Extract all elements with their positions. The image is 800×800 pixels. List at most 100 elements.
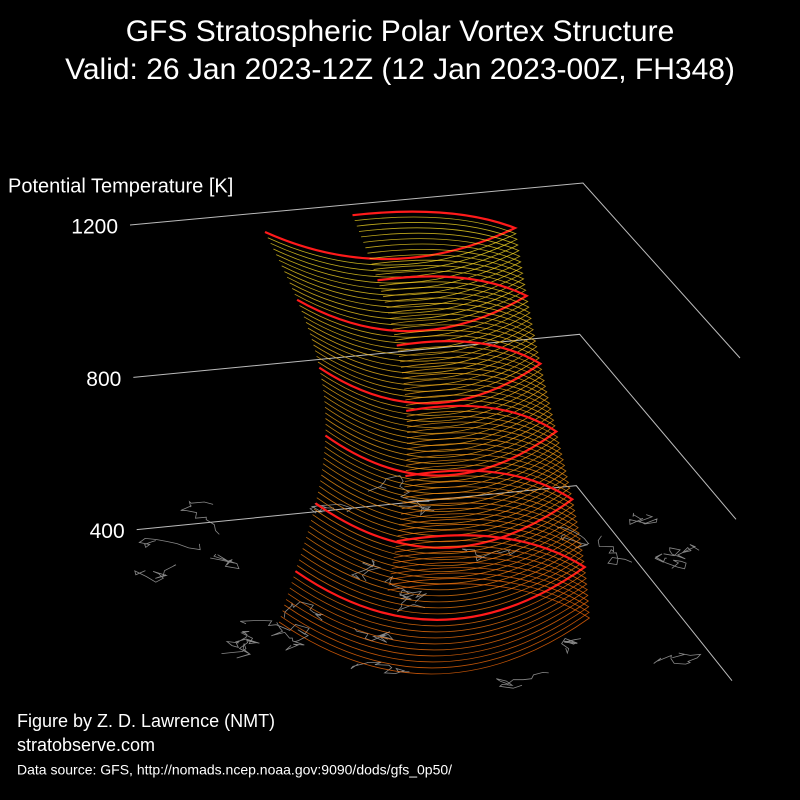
vortex-contour bbox=[299, 281, 529, 338]
coastline bbox=[653, 652, 702, 665]
credit: stratobserve.com bbox=[17, 735, 155, 755]
vortex-contour bbox=[276, 232, 520, 284]
vortex-contour bbox=[304, 507, 581, 591]
vortex-contour bbox=[313, 475, 575, 555]
credit: Figure by Z. D. Lawrence (NMT) bbox=[17, 711, 275, 731]
coastline bbox=[350, 662, 410, 674]
chart-subtitle: Valid: 26 Jan 2023-12Z (12 Jan 2023-00Z,… bbox=[65, 53, 735, 86]
vortex-contour bbox=[321, 443, 567, 518]
z-tick-label: 400 bbox=[90, 520, 125, 543]
coastline bbox=[221, 639, 260, 659]
vortex-contour bbox=[324, 378, 551, 446]
vortex-contour bbox=[270, 222, 518, 272]
vortex-contour bbox=[296, 275, 529, 333]
vortex-contour bbox=[287, 556, 589, 645]
vortex-contour bbox=[317, 335, 540, 398]
vortex-contour bbox=[317, 459, 571, 537]
vortex-contour bbox=[282, 572, 590, 663]
coastline bbox=[240, 620, 310, 643]
vortex-contour bbox=[323, 426, 563, 500]
vortex-contour bbox=[305, 297, 532, 356]
vortex-contour bbox=[289, 259, 525, 314]
grid: 400 800 1200 bbox=[71, 182, 741, 681]
vortex-contour bbox=[286, 254, 524, 308]
coastline bbox=[138, 537, 201, 551]
coastline bbox=[283, 601, 324, 621]
vortex-contour bbox=[293, 540, 587, 627]
vortex-contour bbox=[273, 227, 519, 278]
vortex-contour bbox=[322, 356, 545, 422]
vortex-contour bbox=[324, 373, 549, 440]
vortex-contour bbox=[323, 367, 548, 434]
coastline bbox=[354, 627, 395, 643]
vortex-contour bbox=[316, 329, 539, 392]
vortex-contour bbox=[294, 534, 587, 621]
coastline bbox=[629, 512, 658, 525]
vortex-contour bbox=[292, 265, 526, 320]
vortex-contour bbox=[280, 578, 590, 669]
vortex-contour bbox=[291, 545, 587, 633]
vortex-contour bbox=[325, 383, 552, 452]
grid-line bbox=[136, 485, 733, 681]
coastline bbox=[180, 500, 220, 535]
vortex-contour bbox=[324, 416, 560, 488]
vortex-contour bbox=[312, 480, 576, 561]
vortex-contour bbox=[278, 238, 521, 290]
vortex-contour bbox=[318, 339, 543, 405]
coastline bbox=[210, 553, 240, 570]
vortex-contour bbox=[278, 583, 591, 675]
vortex-contour bbox=[324, 410, 559, 482]
z-tick-label: 800 bbox=[86, 368, 121, 391]
vortex-contour bbox=[314, 324, 538, 386]
coastline bbox=[557, 527, 590, 549]
vortex-contour bbox=[313, 319, 537, 380]
vortex-contour bbox=[302, 513, 582, 597]
vortex-contour bbox=[323, 362, 547, 428]
vortex-contour bbox=[303, 292, 531, 350]
coastline bbox=[663, 544, 700, 560]
coastline bbox=[225, 631, 258, 649]
vortex-contour bbox=[309, 308, 534, 368]
chart-title: GFS Stratospheric Polar Vortex Structure bbox=[126, 15, 675, 48]
vortex-contour bbox=[284, 248, 523, 302]
vortex-contour bbox=[316, 464, 572, 543]
coastlines bbox=[134, 475, 702, 689]
grid-line bbox=[129, 182, 741, 359]
vortex-contour bbox=[324, 421, 562, 494]
coastline bbox=[271, 622, 305, 651]
vortex-contour bbox=[305, 502, 580, 585]
vortex-contour bbox=[325, 389, 553, 458]
coastline bbox=[350, 559, 382, 582]
vortex-contour bbox=[267, 216, 517, 266]
vortex-contour bbox=[314, 469, 575, 549]
vortex-contour bbox=[321, 437, 566, 512]
vortex-contour bbox=[289, 551, 588, 639]
vortex-contour bbox=[284, 567, 590, 657]
coastline bbox=[496, 671, 549, 689]
vortex-contour bbox=[325, 399, 556, 470]
z-axis-label: Potential Temperature [K] bbox=[8, 175, 233, 197]
vortex-contour bbox=[321, 351, 544, 416]
vortex-contour bbox=[307, 302, 533, 362]
coastline bbox=[561, 638, 581, 655]
vortex-contour bbox=[285, 561, 589, 651]
data-source: Data source: GFS, http://nomads.ncep.noa… bbox=[17, 762, 452, 778]
vortex-contour bbox=[294, 270, 527, 326]
vortex-contour bbox=[309, 491, 578, 573]
vortex-contour bbox=[307, 497, 579, 579]
vortex bbox=[264, 210, 591, 675]
vortex-contour bbox=[322, 432, 564, 506]
vortex-contour bbox=[310, 486, 577, 567]
vortex-contour bbox=[300, 518, 583, 603]
coastline bbox=[654, 553, 687, 570]
vortex-contour bbox=[281, 243, 522, 296]
vortex-contour bbox=[320, 346, 543, 410]
vortex-contour bbox=[325, 394, 555, 464]
grid-line bbox=[133, 333, 737, 520]
vortex-contour bbox=[296, 529, 585, 615]
coastline bbox=[597, 535, 633, 566]
vortex-contour bbox=[324, 404, 559, 477]
vortex-contour bbox=[301, 286, 530, 344]
coastline bbox=[134, 564, 177, 583]
